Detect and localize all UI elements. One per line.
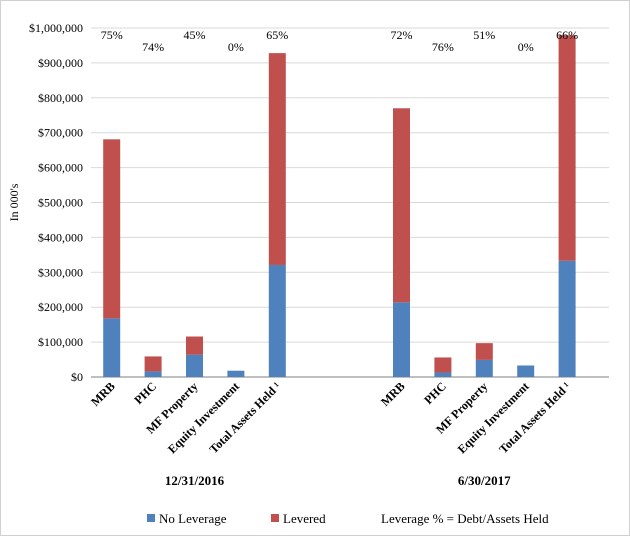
bar-no-leverage-mrb bbox=[103, 318, 121, 377]
percent-label: 72% bbox=[391, 28, 413, 42]
bar-no-leverage-total-assets-held bbox=[558, 260, 576, 377]
x-tick-label: Total Assets Held ¹ bbox=[496, 379, 573, 456]
legend-item-no-leverage: No Leverage bbox=[147, 511, 227, 527]
y-tick-label: $400,000 bbox=[38, 230, 83, 244]
y-tick-label: $600,000 bbox=[38, 161, 83, 175]
x-tick-label: MRB bbox=[378, 379, 408, 409]
bar-no-leverage-phc bbox=[434, 372, 452, 377]
x-tick-label: MRB bbox=[88, 379, 118, 409]
x-tick-label: PHC bbox=[421, 379, 449, 407]
y-axis-label: In 000's bbox=[7, 183, 21, 221]
percent-label: 0% bbox=[228, 40, 244, 54]
legend: No Leverage Levered Leverage % = Debt/As… bbox=[1, 511, 629, 531]
bar-no-leverage-total-assets-held bbox=[268, 264, 286, 377]
legend-note: Leverage % = Debt/Assets Held bbox=[381, 511, 549, 526]
y-tick-label: $0 bbox=[71, 370, 83, 384]
y-tick-label: $1,000,000 bbox=[29, 21, 83, 35]
bar-no-leverage-phc bbox=[144, 371, 162, 377]
stacked-bar-chart: $0 $100,000 $200,000 $300,000 $400,000 $500,0… bbox=[7, 21, 609, 488]
percent-label: 66% bbox=[556, 28, 578, 42]
bar-no-leverage-mf-property bbox=[186, 354, 203, 377]
bar-levered-phc bbox=[434, 357, 452, 373]
x-tick-label: Equity Investment bbox=[165, 379, 242, 456]
x-tick-label: Total Assets Held ¹ bbox=[206, 379, 283, 456]
bar-levered-total-assets-held bbox=[558, 35, 576, 261]
legend-label-no-leverage: No Leverage bbox=[159, 511, 227, 526]
y-tick-label: $100,000 bbox=[38, 335, 83, 349]
percent-label: 0% bbox=[518, 40, 534, 54]
percent-label: 45% bbox=[184, 28, 206, 42]
y-tick-label: $800,000 bbox=[38, 91, 83, 105]
y-tick-label: $900,000 bbox=[38, 56, 83, 70]
legend-label-levered: Levered bbox=[283, 511, 326, 526]
bar-no-leverage-equity-investment bbox=[227, 370, 245, 377]
legend-item-levered: Levered bbox=[271, 511, 326, 527]
percent-label: 51% bbox=[473, 28, 495, 42]
percent-label: 74% bbox=[142, 40, 164, 54]
y-tick-label: $300,000 bbox=[38, 265, 83, 279]
bar-levered-total-assets-held bbox=[268, 53, 286, 265]
bar-levered-mf-property bbox=[475, 343, 493, 360]
bar-levered-mrb bbox=[103, 139, 121, 319]
legend-swatch-levered bbox=[271, 514, 279, 522]
bar-levered-mf-property bbox=[186, 336, 203, 355]
percent-label: 75% bbox=[101, 28, 123, 42]
group-label: 6/30/2017 bbox=[458, 473, 511, 488]
bar-no-leverage-mrb bbox=[393, 302, 410, 377]
y-tick-label: $700,000 bbox=[38, 126, 83, 140]
y-tick-label: $500,000 bbox=[38, 196, 83, 210]
percent-label: 76% bbox=[432, 40, 454, 54]
bar-no-leverage-equity-investment bbox=[517, 365, 535, 377]
bar-levered-mrb bbox=[393, 108, 410, 303]
bar-no-leverage-mf-property bbox=[475, 359, 493, 377]
group-label: 12/31/2016 bbox=[165, 473, 225, 488]
x-tick-label: Equity Investment bbox=[455, 379, 532, 456]
bar-levered-phc bbox=[144, 356, 162, 372]
x-tick-label: PHC bbox=[131, 379, 159, 407]
y-tick-label: $200,000 bbox=[38, 300, 83, 314]
legend-swatch-no-leverage bbox=[147, 514, 155, 522]
percent-label: 65% bbox=[266, 28, 288, 42]
